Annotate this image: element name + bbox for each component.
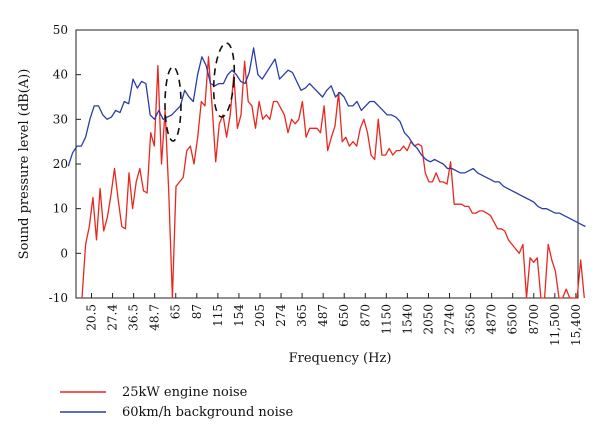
x-tick-label: 15,400 (569, 304, 583, 346)
series-line-0 (81, 56, 585, 299)
y-axis-label: Sound pressure level (dB(A)) (17, 69, 32, 260)
x-tick-label: 27.4 (106, 304, 120, 331)
x-tick-label: 205 (253, 304, 267, 327)
y-tick-label: 40 (53, 68, 68, 82)
y-tick-label: -10 (49, 291, 68, 305)
y-tick-label: 50 (53, 23, 68, 37)
legend-label-background: 60km/h background noise (122, 405, 293, 420)
highlight-ellipse (212, 42, 236, 118)
legend-label-engine: 25kW engine noise (122, 385, 248, 400)
legend: 25kW engine noise 60km/h background nois… (60, 385, 293, 420)
x-tick-label: 65 (169, 304, 183, 319)
x-tick-label: 2050 (421, 304, 435, 335)
series-layer (67, 47, 586, 299)
series-line-1 (67, 47, 586, 228)
x-axis-label: Frequency (Hz) (289, 351, 392, 366)
x-tick-label: 6500 (506, 304, 520, 335)
y-tick-label: 10 (53, 202, 68, 216)
x-tick-label: 11,500 (548, 304, 562, 346)
x-tick-label: 8700 (527, 304, 541, 335)
y-tick-label: 30 (53, 112, 68, 126)
x-tick-label: 1150 (379, 304, 393, 335)
x-tick-label: 4870 (485, 304, 499, 335)
y-tick-label: 20 (53, 157, 68, 171)
x-tick-label: 20.5 (85, 304, 99, 331)
x-tick-label: 2740 (443, 304, 457, 335)
x-tick-label: 365 (295, 304, 309, 327)
x-tick-label: 87 (190, 304, 204, 319)
plot-frame (75, 29, 579, 299)
y-axis: -10 0 10 20 30 40 50 (49, 23, 81, 305)
x-tick-label: 487 (316, 304, 330, 327)
y-tick-label: 0 (60, 246, 68, 260)
x-tick-label: 1540 (400, 304, 414, 335)
x-tick-label: 115 (211, 304, 225, 327)
x-tick-label: 154 (232, 304, 246, 327)
highlight-ellipse (164, 66, 182, 142)
x-tick-label: 3650 (464, 304, 478, 335)
x-tick-label: 274 (274, 304, 288, 327)
x-axis: 20.5 27.4 36.5 48.7 65 87 115 154 205 274 365 487 65… (85, 293, 583, 346)
x-tick-label: 48.7 (148, 304, 162, 331)
x-tick-label: 870 (358, 304, 372, 327)
x-tick-label: 36.5 (127, 304, 141, 331)
x-tick-label: 650 (337, 304, 351, 327)
